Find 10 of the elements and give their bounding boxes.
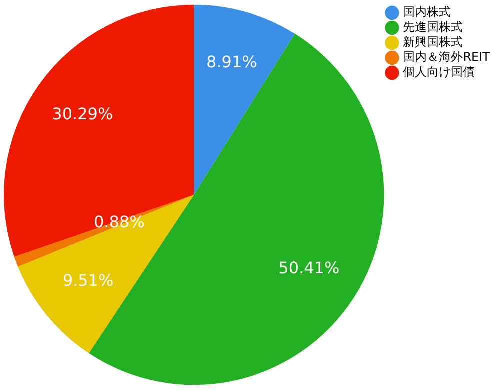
legend-label: 先進国株式 — [403, 20, 464, 34]
legend-label: 国内＆海外REIT — [403, 50, 491, 64]
legend-label: 新興国株式 — [403, 35, 464, 50]
data-label: 30.29% — [52, 104, 114, 124]
legend-label: 個人向け国債 — [403, 65, 476, 80]
data-label: 50.41% — [278, 258, 340, 278]
legend-label: 国内株式 — [403, 5, 452, 20]
data-label: 0.88% — [94, 212, 145, 232]
data-label: 9.51% — [62, 270, 114, 290]
data-label: 8.91% — [206, 52, 258, 72]
